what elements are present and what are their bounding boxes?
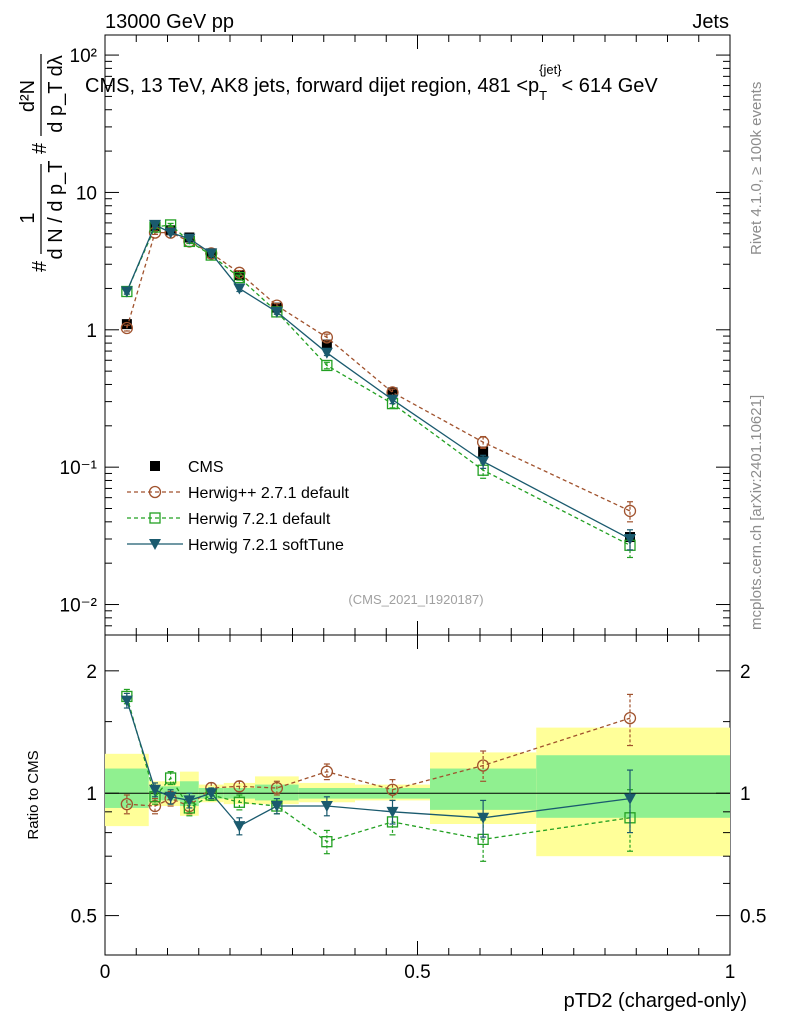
main-y-tick-label: 10 bbox=[76, 183, 97, 204]
main-point-herwig-7-2-1-softtune bbox=[477, 456, 490, 468]
legend-marker bbox=[150, 461, 160, 471]
legend-item-cms: CMS bbox=[150, 459, 224, 476]
ratio-y-tick-label-left: 2 bbox=[86, 662, 97, 683]
main-point-herwig-7-2-1-softtune bbox=[320, 347, 333, 359]
legend-item-herwig-7-2-1-softtune: Herwig 7.2.1 softTune bbox=[127, 537, 344, 554]
legend-item-herwig-2-7-1-default: Herwig++ 2.7.1 default bbox=[127, 485, 350, 502]
main-point-cms bbox=[478, 446, 489, 457]
ratio-plot-series bbox=[120, 688, 637, 862]
main-plot-series bbox=[120, 219, 637, 559]
ratio-point-herwig-7-2-1-softtune bbox=[270, 801, 283, 813]
legend-label: Herwig++ 2.7.1 default bbox=[188, 485, 350, 502]
legend-label: CMS bbox=[188, 459, 224, 476]
y-label-hash-1: # bbox=[29, 260, 51, 272]
legend-label: Herwig 7.2.1 default bbox=[188, 511, 331, 528]
main-y-axis-label: # 1 d N / d p_T # d²N d p_T dλ bbox=[17, 54, 67, 272]
ratio-point-herwig-7-2-1-softtune bbox=[183, 795, 196, 807]
main-point-herwig-2-7-1-default bbox=[476, 436, 490, 449]
rivet-version-label: Rivet 4.1.0, ≥ 100k events bbox=[748, 82, 765, 255]
main-point-herwig-7-2-1-softtune bbox=[120, 286, 133, 298]
ratio-point-herwig-7-2-1-softtune bbox=[233, 821, 246, 833]
ratio-point-herwig-7-2-1-default bbox=[233, 796, 246, 808]
category-label: Jets bbox=[692, 11, 729, 33]
ratio-point-herwig-7-2-1-softtune bbox=[386, 806, 399, 818]
main-point-herwig-7-2-1-softtune bbox=[183, 233, 196, 245]
ratio-uncertainty-bands bbox=[105, 727, 730, 857]
main-point-herwig-7-2-1-default bbox=[233, 271, 246, 284]
ratio-y-tick-label-right: 2 bbox=[740, 662, 751, 683]
main-point-herwig-2-7-1-default bbox=[120, 321, 134, 335]
main-point-cms bbox=[321, 339, 332, 350]
main-series-herwig-7-2-1-default bbox=[121, 219, 636, 559]
legend-item-herwig-7-2-1-default: Herwig 7.2.1 default bbox=[127, 511, 331, 528]
main-y-tick-label: 10⁻² bbox=[60, 596, 98, 617]
main-point-cms bbox=[387, 387, 398, 398]
main-point-herwig-7-2-1-default bbox=[321, 359, 333, 372]
ratio-point-herwig-7-2-1-softtune bbox=[149, 784, 161, 796]
y-label-deriv-num: d²N bbox=[17, 80, 39, 112]
main-point-herwig-7-2-1-softtune bbox=[386, 394, 399, 406]
ratio-point-herwig-7-2-1-default bbox=[321, 836, 333, 848]
legend: CMS Herwig++ 2.7.1 default Herwig 7.2.1 de… bbox=[127, 459, 350, 554]
legend-label: Herwig 7.2.1 softTune bbox=[188, 537, 344, 554]
analysis-watermark: (CMS_2021_I1920187) bbox=[348, 592, 483, 607]
main-series-herwig-7-2-1-softtune bbox=[120, 219, 636, 551]
ratio-point-herwig-2-7-1-default bbox=[476, 759, 490, 772]
ratio-point-herwig-2-7-1-default bbox=[233, 780, 246, 793]
ratio-y-axis-label: Ratio to CMS bbox=[25, 750, 42, 839]
main-point-herwig-2-7-1-default bbox=[623, 504, 637, 518]
mcplots-label: mcplots.cern.ch [arXiv:2401.10621] bbox=[748, 395, 765, 630]
ratio-point-herwig-7-2-1-softtune bbox=[320, 801, 333, 813]
x-tick-label: 1 bbox=[725, 962, 736, 983]
ratio-y-tick-label-right: 1 bbox=[740, 784, 751, 805]
y-label-hash-2: # bbox=[29, 142, 51, 154]
main-point-herwig-7-2-1-softtune bbox=[270, 306, 283, 318]
main-point-herwig-2-7-1-default bbox=[320, 331, 334, 344]
energy-label: 13000 GeV pp bbox=[105, 11, 234, 33]
ratio-point-herwig-2-7-1-default bbox=[320, 765, 334, 778]
main-point-cms bbox=[121, 319, 132, 330]
ratio-point-herwig-2-7-1-default bbox=[120, 797, 134, 811]
main-point-herwig-7-2-1-softtune bbox=[624, 533, 636, 545]
ratio-y-tick-label-left: 0.5 bbox=[71, 907, 97, 928]
main-y-tick-label: 10² bbox=[70, 46, 97, 67]
main-point-herwig-7-2-1-softtune bbox=[233, 283, 246, 295]
main-y-tick-label: 1 bbox=[86, 321, 97, 342]
legend-marker bbox=[148, 485, 162, 499]
ratio-point-herwig-2-7-1-default bbox=[623, 711, 637, 725]
ratio-point-herwig-7-2-1-softtune bbox=[164, 791, 177, 803]
ratio-point-herwig-2-7-1-default bbox=[270, 781, 284, 795]
y-label-fraction-num: 1 bbox=[17, 212, 39, 223]
ratio-series-herwig-2-7-1-default bbox=[120, 693, 637, 815]
ratio-point-herwig-7-2-1-softtune bbox=[205, 788, 218, 800]
x-tick-label: 0.5 bbox=[404, 962, 430, 983]
ratio-y-tick-label-right: 0.5 bbox=[740, 907, 766, 928]
main-axis-ticks: 10⁻² 10⁻¹ 1 10 10² bbox=[60, 35, 731, 636]
ratio-point-herwig-7-2-1-softtune bbox=[624, 793, 636, 805]
ratio-point-herwig-2-7-1-default bbox=[386, 783, 399, 796]
y-label-fraction-den: d N / d p_T bbox=[45, 161, 67, 260]
main-point-herwig-7-2-1-softtune bbox=[149, 219, 161, 231]
ratio-series-herwig-7-2-1-softtune bbox=[120, 692, 636, 838]
x-tick-label: 0 bbox=[100, 962, 111, 983]
legend-marker bbox=[149, 539, 161, 550]
main-y-tick-label: 10⁻¹ bbox=[60, 458, 98, 479]
y-label-deriv-den: d p_T dλ bbox=[45, 55, 67, 132]
main-point-herwig-7-2-1-softtune bbox=[164, 227, 177, 239]
main-point-herwig-7-2-1-softtune bbox=[205, 248, 218, 260]
ratio-y-tick-label-left: 1 bbox=[86, 784, 97, 805]
ratio-point-herwig-7-2-1-default bbox=[164, 772, 177, 784]
ratio-point-herwig-7-2-1-softtune bbox=[477, 812, 490, 824]
ratio-band-inner bbox=[536, 755, 730, 818]
ratio-point-herwig-7-2-1-softtune bbox=[120, 695, 133, 707]
main-series-herwig-2-7-1-default bbox=[120, 226, 637, 523]
plot-title: CMS, 13 TeV, AK8 jets, forward dijet reg… bbox=[85, 62, 658, 103]
x-axis-label: pTD2 (charged-only) bbox=[564, 990, 747, 1012]
legend-marker bbox=[149, 512, 161, 524]
